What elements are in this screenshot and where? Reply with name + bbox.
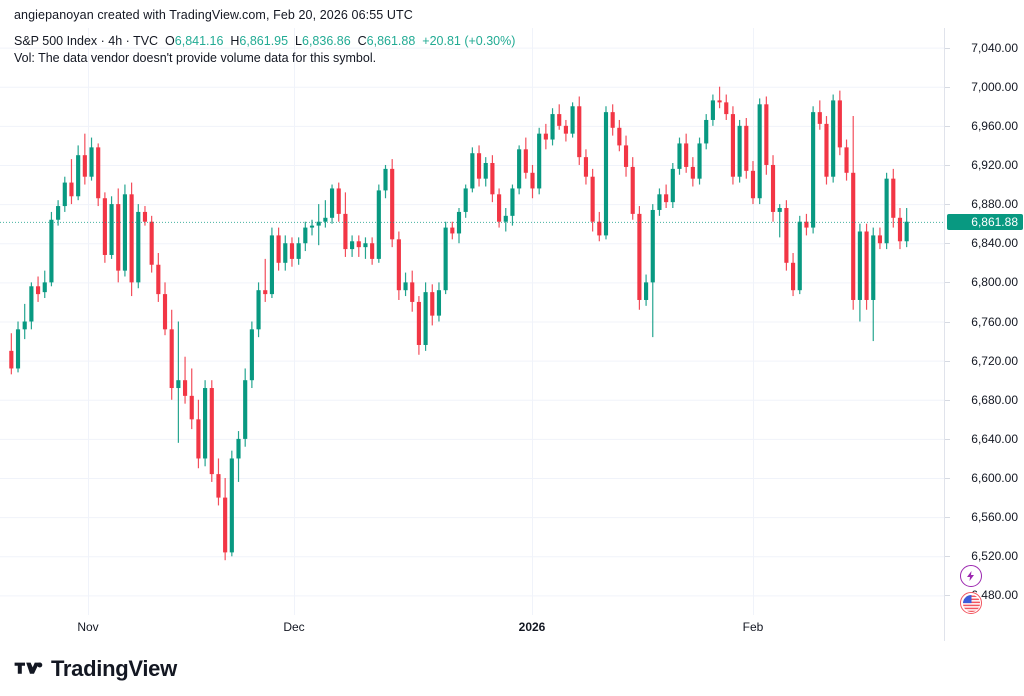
price-tick-dash <box>945 517 950 519</box>
time-tick-label: Feb <box>742 620 764 634</box>
tradingview-logo-icon <box>14 662 43 674</box>
axis-corner <box>944 615 1024 642</box>
price-tick-dash <box>945 478 950 480</box>
footer: TradingView <box>0 641 1024 696</box>
price-tick-dash <box>945 204 950 206</box>
floating-badges <box>960 565 982 614</box>
price-tick-label: 6,880.00 <box>971 197 1018 212</box>
price-tick-label: 6,560.00 <box>971 510 1018 525</box>
price-tick-label: 6,520.00 <box>971 549 1018 564</box>
price-tick-dash <box>945 399 950 401</box>
time-axis[interactable]: Nov Dec 2026 Feb <box>0 615 944 642</box>
price-tick-dash <box>945 438 950 440</box>
us-flag-badge[interactable] <box>960 592 982 614</box>
lightning-bolt-icon <box>967 571 974 581</box>
tradingview-logo-text: TradingView <box>51 655 177 681</box>
candlestick-chart-svg <box>0 28 944 615</box>
attribution-text: angiepanoyan created with TradingView.co… <box>14 8 413 22</box>
price-tick-label: 6,480.00 <box>971 588 1018 603</box>
price-tick-label: 6,800.00 <box>971 275 1018 290</box>
price-tick-label: 7,000.00 <box>971 79 1018 94</box>
price-tick-label: 6,920.00 <box>971 157 1018 172</box>
tradingview-logo: TradingView <box>14 656 177 682</box>
price-tick-dash <box>945 556 950 558</box>
price-tick-dash <box>945 47 950 49</box>
chart-pane[interactable] <box>0 28 944 616</box>
price-tick-label: 6,640.00 <box>971 431 1018 446</box>
price-tick-dash <box>945 321 950 323</box>
price-tick-dash <box>945 243 950 245</box>
current-price-badge[interactable]: 6,861.88 <box>947 213 1023 230</box>
price-tick-dash <box>945 595 950 597</box>
grid-lines <box>0 28 944 615</box>
price-tick-label: 7,040.00 <box>971 40 1018 55</box>
price-tick-dash <box>945 360 950 362</box>
time-tick-label: Nov <box>77 620 99 634</box>
price-tick-dash <box>945 282 950 284</box>
price-axis[interactable]: 7,040.00 7,000.00 6,960.00 6,920.00 6,880.00… <box>944 28 1024 616</box>
price-tick-dash <box>945 164 950 166</box>
price-tick-label: 6,840.00 <box>971 236 1018 251</box>
price-tick-dash <box>945 86 950 88</box>
lightning-badge[interactable] <box>960 565 982 587</box>
price-tick-label: 6,720.00 <box>971 353 1018 368</box>
time-tick-label: Dec <box>283 620 305 634</box>
us-flag-icon <box>962 594 980 612</box>
price-tick-label: 6,600.00 <box>971 471 1018 486</box>
price-tick-label: 6,760.00 <box>971 314 1018 329</box>
candle-series <box>9 86 909 561</box>
price-tick-label: 6,680.00 <box>971 392 1018 407</box>
price-tick-label: 6,960.00 <box>971 118 1018 133</box>
time-tick-label: 2026 <box>518 620 546 634</box>
price-tick-dash <box>945 125 950 127</box>
